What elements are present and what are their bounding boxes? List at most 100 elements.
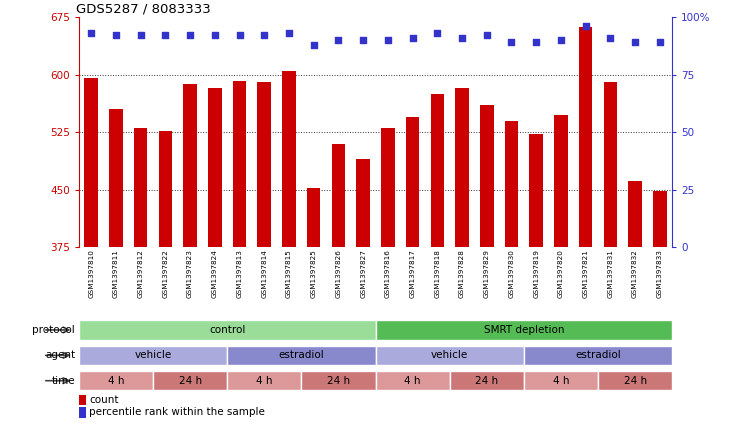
Bar — [79, 320, 376, 340]
Bar — [183, 84, 197, 247]
Text: GSM1397823: GSM1397823 — [187, 250, 193, 298]
Bar — [629, 181, 642, 247]
Text: GSM1397831: GSM1397831 — [608, 250, 614, 298]
Bar — [307, 188, 321, 247]
Text: estradiol: estradiol — [575, 350, 621, 360]
Bar — [79, 407, 86, 418]
Bar — [228, 346, 376, 365]
Point — [382, 37, 394, 44]
Bar — [598, 371, 672, 390]
Text: GSM1397830: GSM1397830 — [508, 250, 514, 298]
Text: count: count — [89, 395, 119, 405]
Text: estradiol: estradiol — [279, 350, 324, 360]
Bar — [228, 371, 301, 390]
Point — [283, 30, 295, 36]
Text: GSM1397818: GSM1397818 — [434, 250, 440, 298]
Point — [605, 34, 617, 41]
Text: 4 h: 4 h — [256, 376, 273, 386]
Point — [110, 32, 122, 39]
Bar — [158, 131, 172, 247]
Bar — [524, 371, 598, 390]
Text: time: time — [52, 376, 75, 386]
Bar — [653, 191, 667, 247]
Point — [159, 32, 171, 39]
Text: GSM1397820: GSM1397820 — [558, 250, 564, 298]
Bar — [282, 71, 296, 247]
Bar — [376, 346, 524, 365]
Point — [654, 39, 666, 46]
Bar — [430, 94, 444, 247]
Text: GSM1397828: GSM1397828 — [459, 250, 465, 298]
Text: GDS5287 / 8083333: GDS5287 / 8083333 — [76, 3, 210, 16]
Text: GSM1397814: GSM1397814 — [261, 250, 267, 298]
Point — [406, 34, 418, 41]
Bar — [450, 371, 524, 390]
Point — [456, 34, 468, 41]
Text: GSM1397811: GSM1397811 — [113, 250, 119, 298]
Bar — [376, 320, 672, 340]
Bar — [79, 346, 228, 365]
Text: 24 h: 24 h — [475, 376, 499, 386]
Point — [234, 32, 246, 39]
Bar — [524, 346, 672, 365]
Point — [530, 39, 542, 46]
Point — [209, 32, 221, 39]
Text: GSM1397832: GSM1397832 — [632, 250, 638, 298]
Text: 24 h: 24 h — [327, 376, 350, 386]
Bar — [455, 88, 469, 247]
Text: GSM1397813: GSM1397813 — [237, 250, 243, 298]
Bar — [301, 371, 376, 390]
Text: vehicle: vehicle — [134, 350, 172, 360]
Bar — [109, 109, 122, 247]
Text: GSM1397816: GSM1397816 — [385, 250, 391, 298]
Point — [555, 37, 567, 44]
Text: 4 h: 4 h — [404, 376, 421, 386]
Text: GSM1397826: GSM1397826 — [336, 250, 342, 298]
Text: agent: agent — [45, 350, 75, 360]
Point — [85, 30, 97, 36]
Text: 24 h: 24 h — [623, 376, 647, 386]
Bar — [153, 371, 228, 390]
Bar — [79, 371, 153, 390]
Point — [505, 39, 517, 46]
Bar — [529, 135, 543, 247]
Bar — [84, 78, 98, 247]
Bar — [554, 115, 568, 247]
Text: GSM1397821: GSM1397821 — [583, 250, 589, 298]
Point — [308, 41, 320, 48]
Bar — [332, 144, 345, 247]
Bar — [79, 395, 86, 405]
Text: GSM1397815: GSM1397815 — [286, 250, 292, 298]
Bar — [505, 121, 518, 247]
Point — [184, 32, 196, 39]
Text: GSM1397812: GSM1397812 — [137, 250, 143, 298]
Bar — [381, 128, 395, 247]
Bar — [406, 117, 419, 247]
Text: GSM1397827: GSM1397827 — [360, 250, 366, 298]
Text: percentile rank within the sample: percentile rank within the sample — [89, 407, 265, 418]
Text: GSM1397817: GSM1397817 — [409, 250, 415, 298]
Text: GSM1397825: GSM1397825 — [311, 250, 317, 298]
Point — [431, 30, 443, 36]
Bar — [134, 128, 147, 247]
Point — [134, 32, 146, 39]
Text: protocol: protocol — [32, 325, 75, 335]
Text: GSM1397819: GSM1397819 — [533, 250, 539, 298]
Text: GSM1397829: GSM1397829 — [484, 250, 490, 298]
Text: 4 h: 4 h — [553, 376, 569, 386]
Text: 24 h: 24 h — [179, 376, 202, 386]
Point — [333, 37, 345, 44]
Text: SMRT depletion: SMRT depletion — [484, 325, 564, 335]
Point — [580, 23, 592, 30]
Bar — [376, 371, 450, 390]
Text: control: control — [209, 325, 246, 335]
Text: GSM1397824: GSM1397824 — [212, 250, 218, 298]
Bar — [480, 105, 493, 247]
Text: vehicle: vehicle — [431, 350, 469, 360]
Bar — [356, 159, 370, 247]
Point — [629, 39, 641, 46]
Point — [357, 37, 369, 44]
Point — [481, 32, 493, 39]
Text: GSM1397833: GSM1397833 — [657, 250, 663, 298]
Bar — [208, 88, 222, 247]
